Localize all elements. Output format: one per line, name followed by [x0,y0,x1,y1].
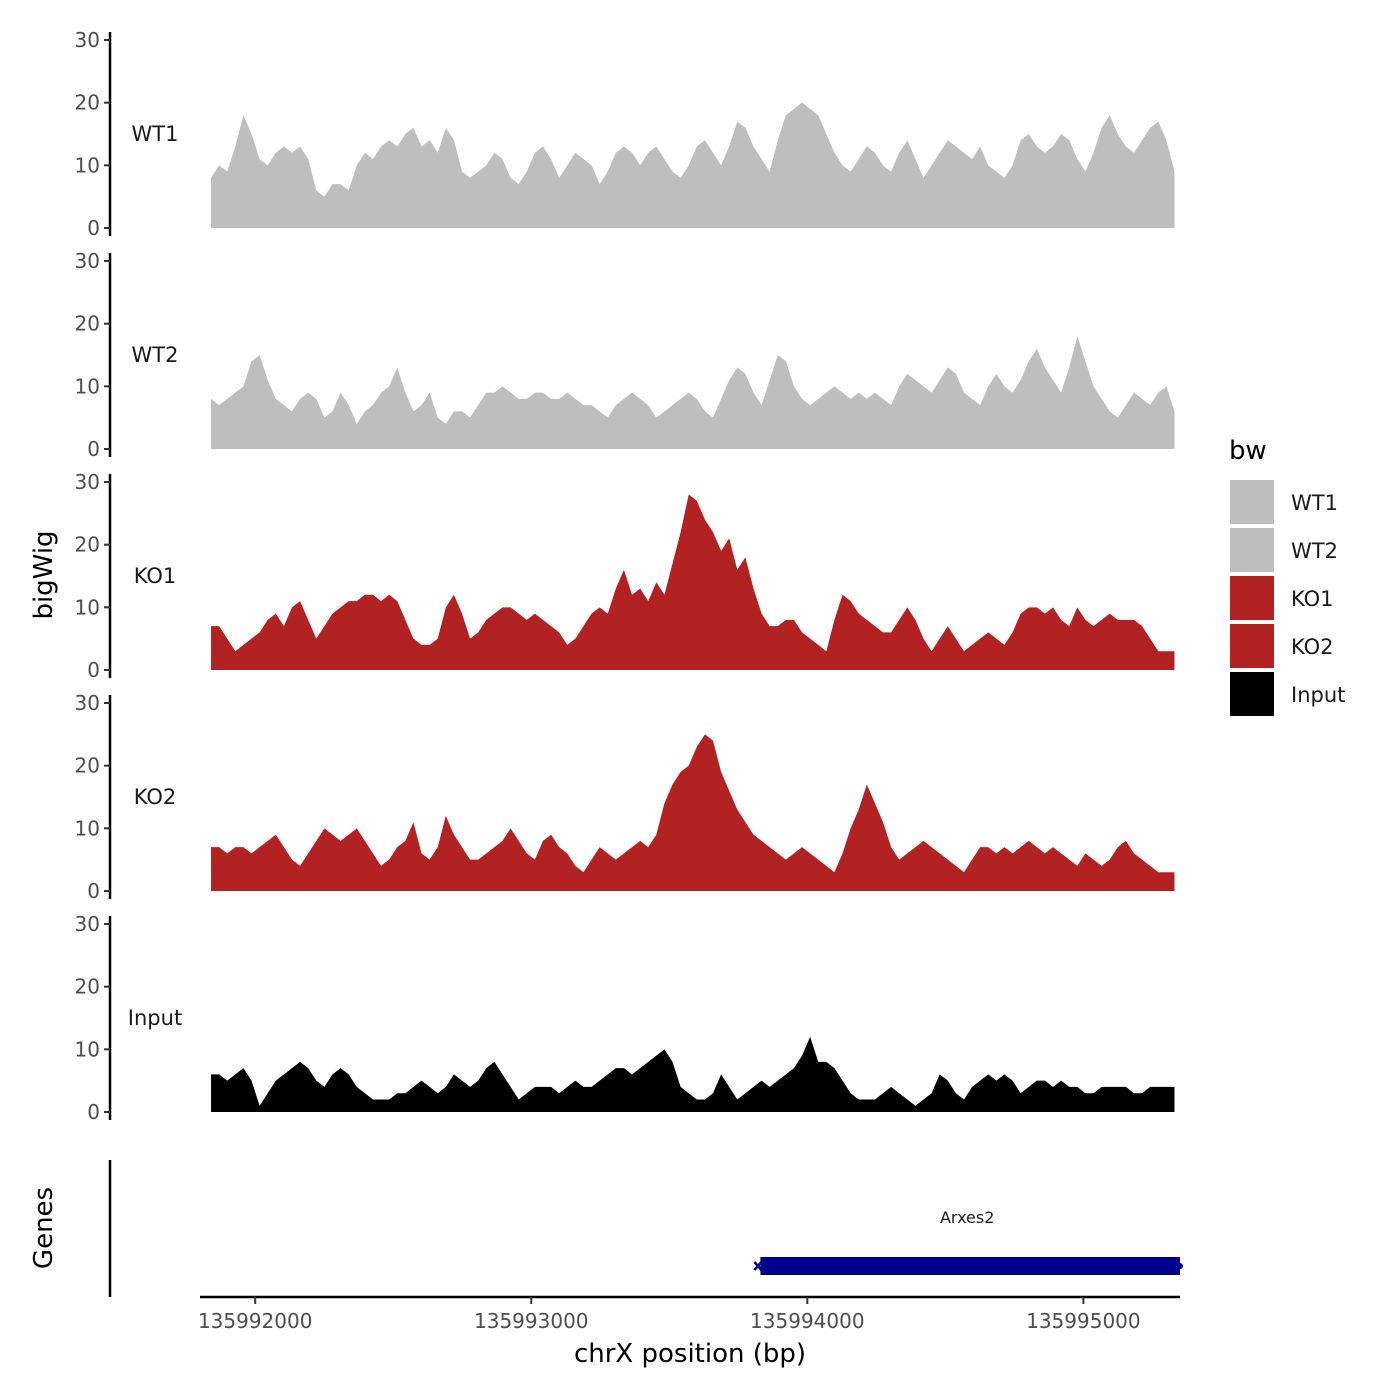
legend-label-ko2: KO2 [1291,635,1334,659]
y-tick-label: 30 [75,912,100,936]
y-tick-label: 20 [75,533,100,557]
signal-area-ko2 [211,734,1175,891]
y-tick-label: 30 [75,28,100,52]
gene-track: Arxes2 [108,1160,1183,1297]
signal-area-wt1 [211,102,1175,228]
y-tick-label: 0 [87,437,100,461]
x-axis-title: chrX position (bp) [574,1339,806,1369]
y-tick-label: 0 [87,1100,100,1124]
legend-key-ko2 [1230,624,1274,668]
y-tick-label: 10 [75,1037,100,1061]
y-tick-label: 20 [75,91,100,115]
gene-start-marker [753,1261,763,1271]
signal-area-ko1 [211,494,1175,670]
genes-axis-title: Genes [29,1187,59,1269]
legend-title: bw [1229,436,1267,466]
legend-label-input: Input [1291,683,1345,707]
y-tick-label: 30 [75,249,100,273]
x-tick-label: 135992000 [198,1309,313,1333]
signal-area-input [211,1036,1175,1112]
track-wt1: 0 10 20 30 WT1 [75,28,1175,240]
legend-label-wt2: WT2 [1291,539,1338,563]
track-label-ko1: KO1 [134,564,177,588]
track-ko1: 0 10 20 30 KO1 [75,470,1175,682]
track-label-ko2: KO2 [134,785,177,809]
x-tick-label: 135993000 [474,1309,589,1333]
gene-body-arxes2 [760,1257,1180,1275]
y-axis-title: bigWig [29,530,59,619]
signal-area-wt2 [211,336,1175,449]
legend-key-wt1 [1230,480,1274,524]
legend-key-wt2 [1230,528,1274,572]
legend-label-ko1: KO1 [1291,587,1334,611]
y-tick-label: 30 [75,470,100,494]
y-tick-label: 10 [75,816,100,840]
y-tick-label: 20 [75,312,100,336]
legend-key-input [1230,672,1274,716]
signal-tracks: 0 10 20 30 WT1 0 10 20 30 WT2 0 10 20 30 KO1 0 10 20 30 KO2… [75,28,1175,1124]
y-tick-label: 0 [87,216,100,240]
y-tick-label: 10 [75,595,100,619]
track-ko2: 0 10 20 30 KO2 [75,691,1175,903]
y-tick-label: 10 [75,153,100,177]
x-tick-label: 135995000 [1026,1309,1141,1333]
legend: bw WT1 WT2 KO1 KO2 Input [1229,436,1345,716]
track-label-wt1: WT1 [132,122,179,146]
track-input: 0 10 20 30 Input [75,912,1175,1124]
gene-label-arxes2: Arxes2 [940,1208,994,1227]
y-tick-label: 20 [75,975,100,999]
x-tick-label: 135994000 [750,1309,865,1333]
legend-key-ko1 [1230,576,1274,620]
y-tick-label: 30 [75,691,100,715]
legend-label-wt1: WT1 [1291,491,1338,515]
y-tick-label: 20 [75,754,100,778]
x-axis: 135992000 135993000 135994000 135995000 [198,1295,1180,1333]
gene-end-marker [1177,1263,1183,1269]
y-tick-label: 0 [87,658,100,682]
track-label-wt2: WT2 [132,343,179,367]
track-label-input: Input [128,1006,182,1030]
y-tick-label: 10 [75,374,100,398]
track-wt2: 0 10 20 30 WT2 [75,249,1175,461]
y-tick-label: 0 [87,879,100,903]
